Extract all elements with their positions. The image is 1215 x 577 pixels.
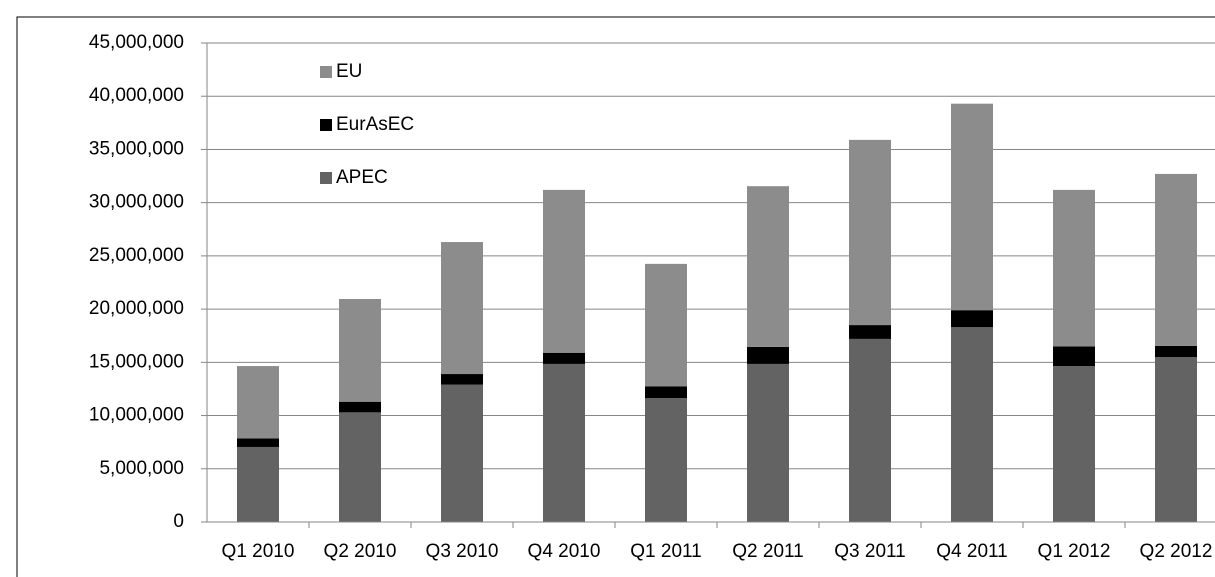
- bar-segment: [747, 363, 789, 522]
- bar-segment: [441, 374, 483, 385]
- bar-segment: [1053, 366, 1095, 522]
- bar-segment: [339, 412, 381, 522]
- x-tick-label: Q2 2012: [1140, 541, 1213, 562]
- bar-segment: [237, 438, 279, 447]
- bar-segment: [849, 139, 891, 326]
- bar-segment: [1155, 345, 1197, 358]
- chart-frame: [16, 16, 1215, 577]
- bar-segment: [339, 401, 381, 413]
- legend-label: EurAsEC: [336, 114, 414, 135]
- bar-segment: [747, 346, 789, 364]
- bar-segment: [951, 310, 993, 328]
- bar-segment: [441, 242, 483, 375]
- bar-segment: [339, 298, 381, 402]
- bar-segment: [645, 386, 687, 398]
- bar-segment: [1053, 346, 1095, 367]
- bar-segment: [543, 189, 585, 353]
- bar-segment: [1155, 357, 1197, 522]
- x-tick-label: Q1 2010: [222, 541, 295, 562]
- x-tick-label: Q1 2011: [630, 541, 701, 562]
- bar-segment: [645, 397, 687, 522]
- bar-segment: [645, 263, 687, 387]
- legend-swatch: [320, 172, 332, 184]
- bar-segment: [951, 327, 993, 522]
- bar-segment: [849, 325, 891, 339]
- bar-segment: [543, 363, 585, 522]
- legend-label: EU: [336, 61, 362, 82]
- legend-swatch: [320, 66, 332, 78]
- y-tick-label: 30,000,000: [89, 192, 184, 213]
- bar-segment: [1053, 189, 1095, 347]
- bar-segment: [543, 352, 585, 364]
- bar-segment: [951, 103, 993, 311]
- y-tick-label: 40,000,000: [89, 85, 184, 106]
- y-tick-label: 10,000,000: [89, 405, 184, 426]
- legend-label: APEC: [336, 167, 388, 188]
- y-tick-label: 0: [173, 511, 184, 532]
- bar-segment: [237, 446, 279, 522]
- x-tick-label: Q4 2011: [936, 541, 1007, 562]
- x-tick-label: Q2 2010: [324, 541, 397, 562]
- y-tick-label: 5,000,000: [99, 458, 184, 479]
- x-tick-label: Q1 2012: [1038, 541, 1111, 562]
- bar-segment: [1155, 173, 1197, 346]
- bar-segment: [747, 186, 789, 347]
- bar-segment: [441, 384, 483, 522]
- legend-swatch: [320, 119, 332, 131]
- x-tick-label: Q4 2010: [528, 541, 601, 562]
- y-tick-label: 15,000,000: [89, 351, 184, 372]
- bar-segment: [849, 338, 891, 522]
- bar-segment: [237, 366, 279, 439]
- x-tick-label: Q2 2011: [732, 541, 803, 562]
- y-tick-label: 45,000,000: [89, 32, 184, 53]
- x-tick-label: Q3 2011: [834, 541, 905, 562]
- y-tick-label: 35,000,000: [89, 138, 184, 159]
- x-tick-label: Q3 2010: [426, 541, 499, 562]
- y-tick-label: 25,000,000: [89, 245, 184, 266]
- y-tick-label: 20,000,000: [89, 298, 184, 319]
